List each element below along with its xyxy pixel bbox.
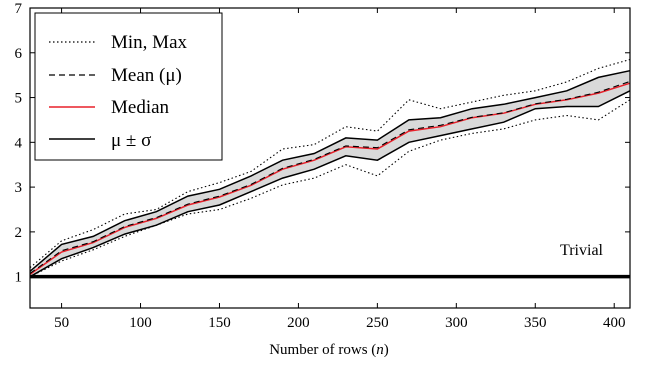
plot-frame	[29, 7, 631, 309]
x-axis-label-suffix: )	[384, 342, 389, 358]
sigma-band	[30, 70, 630, 277]
x-tick-label-100: 100	[129, 315, 152, 331]
mu-plus-sigma-line	[29, 69, 631, 272]
y-tick-label-2: 2	[15, 225, 23, 241]
y-tick-label-6: 6	[15, 46, 23, 62]
mean-line	[29, 80, 631, 274]
legend-box	[34, 12, 223, 161]
min-line	[29, 99, 631, 278]
y-tick-label-7: 7	[15, 1, 23, 17]
y-tick-label-1: 1	[15, 270, 23, 286]
y-tick-label-5: 5	[15, 91, 23, 107]
x-tick-label-150: 150	[208, 315, 231, 331]
x-tick-label-400: 400	[603, 315, 626, 331]
legend-label-mean: Mean (μ)	[111, 65, 182, 86]
x-tick-label-250: 250	[366, 315, 389, 331]
max-line	[29, 58, 631, 269]
x-axis-label: Number of rows (n)	[269, 342, 389, 358]
x-tick-label-200: 200	[287, 315, 310, 331]
x-axis-label-prefix: Number of rows (	[269, 342, 376, 358]
axis-ticks: 50 100 150 200 250 300 350 400 1 2 3 4 5 6 7	[15, 1, 630, 331]
y-tick-label-4: 4	[15, 135, 23, 151]
legend-label-min-max: Min, Max	[111, 32, 188, 53]
x-tick-label-300: 300	[445, 315, 468, 331]
legend: Min, Max Mean (μ) Median μ ± σ	[34, 12, 223, 161]
x-tick-label-50: 50	[54, 315, 69, 331]
trivial-annotation: Trivial	[560, 242, 604, 259]
mu-minus-sigma-line	[29, 90, 631, 278]
x-axis-label-var: n	[376, 342, 384, 358]
legend-label-pm-sigma: μ ± σ	[111, 130, 151, 151]
y-tick-label-3: 3	[15, 180, 23, 196]
legend-label-median: Median	[111, 97, 170, 118]
plot-area	[29, 58, 631, 279]
x-tick-label-350: 350	[524, 315, 547, 331]
